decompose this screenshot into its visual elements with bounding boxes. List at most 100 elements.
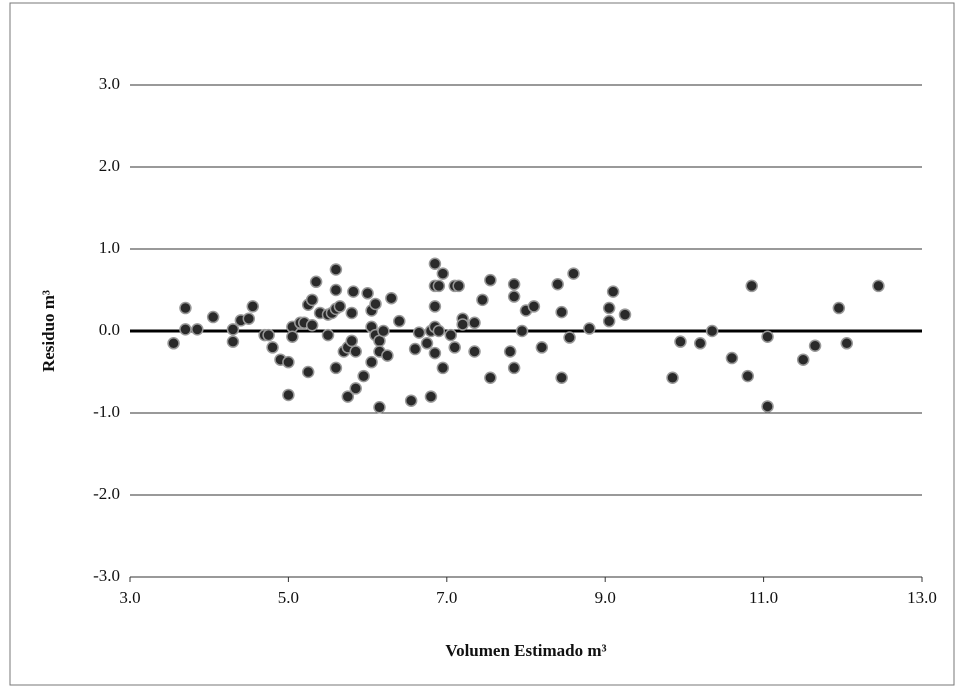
point bbox=[321, 328, 335, 342]
chart-border bbox=[9, 2, 955, 686]
point bbox=[535, 341, 549, 354]
point bbox=[341, 390, 355, 403]
x-axis-label: Volumen Estimado m³ bbox=[445, 641, 606, 660]
point bbox=[179, 301, 192, 315]
point bbox=[412, 326, 426, 339]
point bbox=[484, 371, 497, 384]
point bbox=[282, 388, 295, 402]
point bbox=[741, 369, 755, 383]
point bbox=[377, 324, 390, 338]
point bbox=[448, 341, 461, 354]
point bbox=[507, 278, 521, 291]
point bbox=[369, 297, 382, 311]
point bbox=[432, 324, 446, 338]
point bbox=[428, 300, 442, 313]
y-tick-label: 1.0 bbox=[99, 238, 120, 257]
y-tick-label: -1.0 bbox=[93, 402, 120, 421]
point bbox=[179, 323, 192, 336]
point bbox=[226, 335, 240, 348]
point bbox=[329, 361, 343, 375]
point bbox=[567, 267, 580, 280]
x-tick-label: 3.0 bbox=[119, 588, 140, 607]
point bbox=[408, 342, 422, 356]
point bbox=[476, 293, 489, 307]
point bbox=[503, 345, 517, 358]
point bbox=[693, 337, 707, 350]
point bbox=[347, 285, 360, 298]
point bbox=[286, 330, 299, 343]
point bbox=[424, 390, 438, 403]
point bbox=[333, 300, 347, 313]
point bbox=[507, 361, 521, 375]
point bbox=[385, 291, 398, 305]
point bbox=[602, 301, 616, 315]
point bbox=[725, 351, 739, 365]
point bbox=[808, 339, 822, 353]
point bbox=[563, 331, 576, 344]
point bbox=[167, 337, 180, 350]
point bbox=[456, 318, 469, 331]
point bbox=[428, 257, 442, 271]
point bbox=[305, 319, 319, 332]
point bbox=[428, 346, 442, 360]
point bbox=[761, 330, 774, 343]
point bbox=[365, 355, 378, 369]
point bbox=[381, 349, 394, 362]
x-tick-label: 7.0 bbox=[436, 588, 457, 607]
point bbox=[226, 323, 240, 336]
point bbox=[242, 312, 256, 325]
point bbox=[761, 400, 774, 413]
point bbox=[357, 369, 370, 383]
y-tick-label: -3.0 bbox=[93, 566, 120, 585]
point bbox=[832, 301, 846, 315]
point bbox=[262, 328, 275, 342]
point bbox=[404, 394, 418, 407]
point bbox=[507, 290, 521, 303]
point bbox=[468, 316, 481, 330]
x-tick-label: 11.0 bbox=[749, 588, 778, 607]
point bbox=[551, 278, 564, 291]
point bbox=[555, 371, 568, 384]
point bbox=[468, 345, 481, 358]
point bbox=[674, 335, 687, 348]
x-tick-label: 9.0 bbox=[595, 588, 616, 607]
point bbox=[452, 279, 465, 293]
point bbox=[393, 314, 406, 328]
point bbox=[555, 305, 568, 319]
point bbox=[444, 328, 458, 342]
point bbox=[349, 382, 362, 395]
point bbox=[796, 353, 810, 366]
x-tick-label: 5.0 bbox=[278, 588, 299, 607]
point bbox=[329, 263, 343, 276]
point bbox=[345, 306, 359, 320]
point bbox=[602, 314, 616, 328]
point bbox=[527, 300, 541, 313]
y-tick-label: 0.0 bbox=[99, 320, 120, 339]
y-tick-label: 3.0 bbox=[99, 74, 120, 93]
point bbox=[484, 273, 497, 287]
point bbox=[282, 355, 295, 369]
y-tick-label: 2.0 bbox=[99, 156, 120, 175]
point bbox=[583, 322, 596, 335]
point bbox=[745, 279, 758, 293]
point bbox=[301, 365, 315, 379]
x-tick-label: 13.0 bbox=[907, 588, 937, 607]
y-tick-label: -2.0 bbox=[93, 484, 120, 503]
point bbox=[606, 285, 620, 298]
point bbox=[705, 324, 719, 338]
point bbox=[373, 401, 386, 414]
point bbox=[515, 324, 529, 338]
point bbox=[349, 345, 362, 358]
point bbox=[329, 283, 343, 297]
point bbox=[436, 361, 450, 375]
point bbox=[420, 337, 434, 350]
point bbox=[305, 293, 319, 307]
point bbox=[872, 279, 885, 293]
point bbox=[361, 287, 374, 300]
point bbox=[309, 275, 323, 289]
point bbox=[266, 341, 279, 354]
point bbox=[618, 308, 632, 321]
point bbox=[246, 300, 260, 313]
point bbox=[206, 310, 220, 324]
